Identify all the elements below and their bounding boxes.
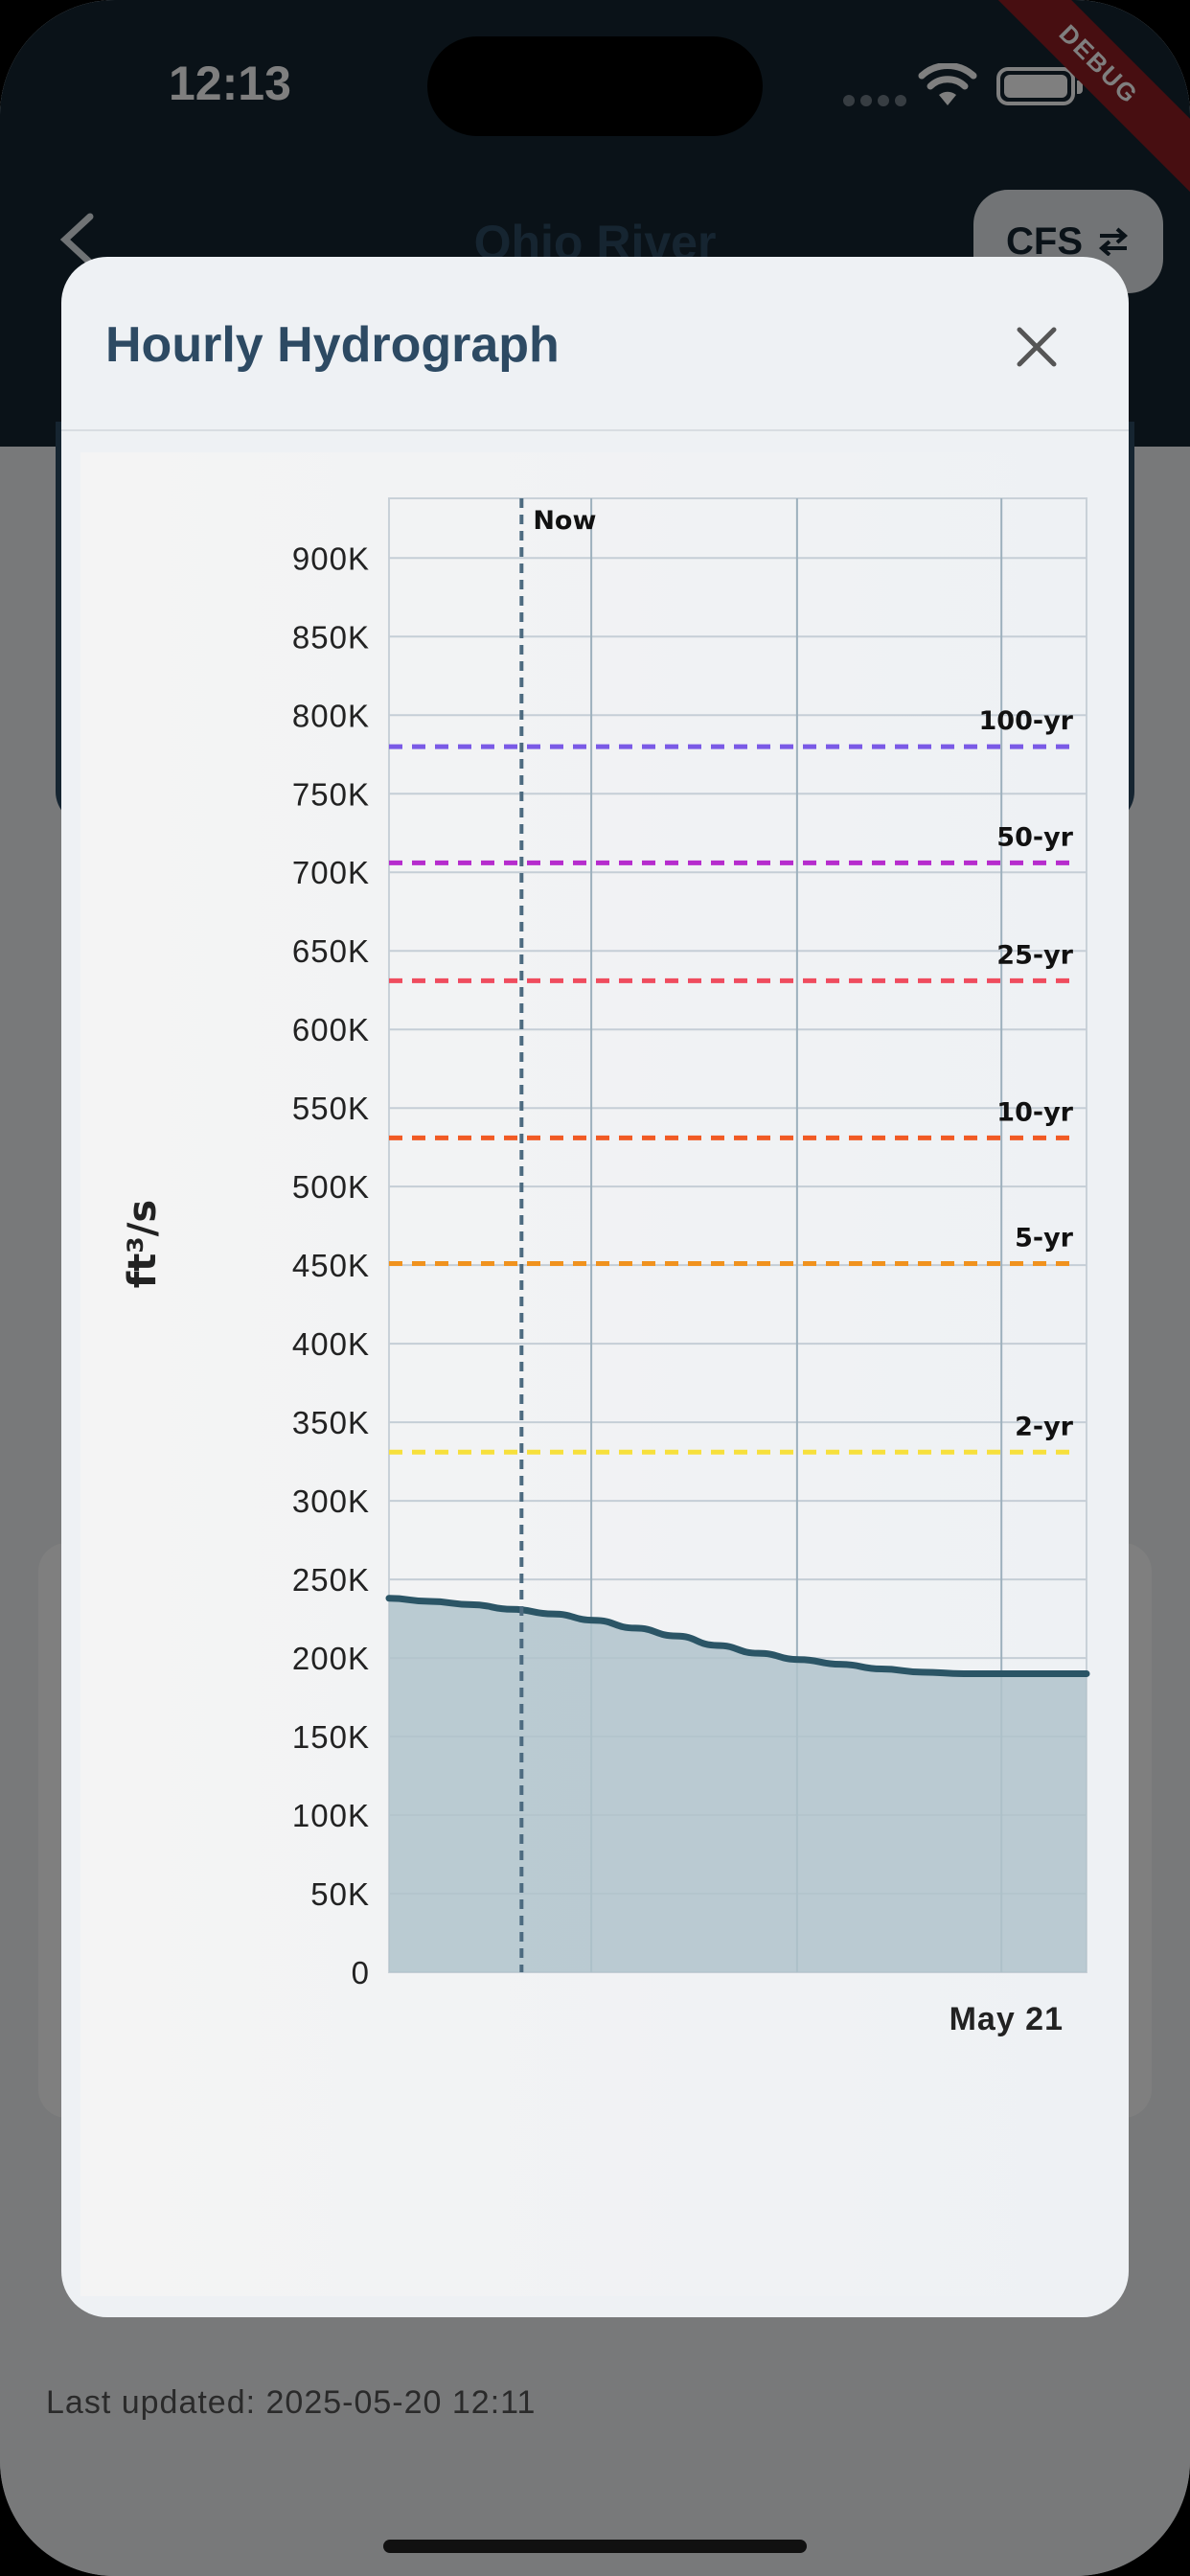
x-tick-label: May 21 bbox=[950, 2001, 1064, 2037]
modal-divider bbox=[61, 429, 1129, 431]
return-period-label: 100-yr bbox=[979, 706, 1074, 736]
y-tick-label: 750K bbox=[292, 776, 370, 812]
y-tick-label: 500K bbox=[292, 1169, 370, 1205]
y-tick-label: 200K bbox=[292, 1641, 370, 1676]
y-tick-label: 900K bbox=[292, 540, 370, 576]
y-tick-label: 450K bbox=[292, 1248, 370, 1283]
y-tick-label: 150K bbox=[292, 1719, 370, 1755]
y-tick-label: 50K bbox=[310, 1876, 370, 1912]
y-tick-label: 300K bbox=[292, 1484, 370, 1519]
hydrograph-chart: 100-yr 50-yr 25-yr 10-yr 5-yr 2-yr Now 0 50K 10… bbox=[80, 452, 1106, 2296]
now-label: Now bbox=[533, 506, 596, 536]
close-icon bbox=[1016, 326, 1058, 368]
home-indicator bbox=[383, 2540, 807, 2553]
y-tick-label: 800K bbox=[292, 698, 370, 733]
flow-area bbox=[389, 1598, 1087, 1972]
y-tick-label: 650K bbox=[292, 933, 370, 969]
chart-panel: 100-yr 50-yr 25-yr 10-yr 5-yr 2-yr Now 0 50K 10… bbox=[80, 452, 1106, 2296]
y-axis-label: ft³/s bbox=[121, 1200, 165, 1288]
y-tick-label: 400K bbox=[292, 1326, 370, 1362]
y-tick-label: 250K bbox=[292, 1562, 370, 1598]
return-period-label: 10-yr bbox=[996, 1097, 1073, 1127]
close-button[interactable] bbox=[998, 309, 1075, 385]
modal-title: Hourly Hydrograph bbox=[105, 316, 560, 374]
return-period-label: 2-yr bbox=[1015, 1412, 1074, 1441]
hydrograph-modal: Hourly Hydrograph 100-yr 50-yr 25-yr 10-yr 5… bbox=[61, 257, 1129, 2317]
y-tick-label: 100K bbox=[292, 1798, 370, 1833]
return-period-label: 25-yr bbox=[996, 940, 1073, 970]
return-period-label: 50-yr bbox=[996, 822, 1073, 852]
return-period-label: 5-yr bbox=[1015, 1224, 1074, 1254]
y-tick-label: 550K bbox=[292, 1091, 370, 1126]
y-tick-label: 0 bbox=[352, 1955, 370, 1990]
y-tick-label: 850K bbox=[292, 619, 370, 655]
y-tick-label: 700K bbox=[292, 855, 370, 890]
y-tick-label: 600K bbox=[292, 1012, 370, 1047]
y-tick-label: 350K bbox=[292, 1405, 370, 1440]
